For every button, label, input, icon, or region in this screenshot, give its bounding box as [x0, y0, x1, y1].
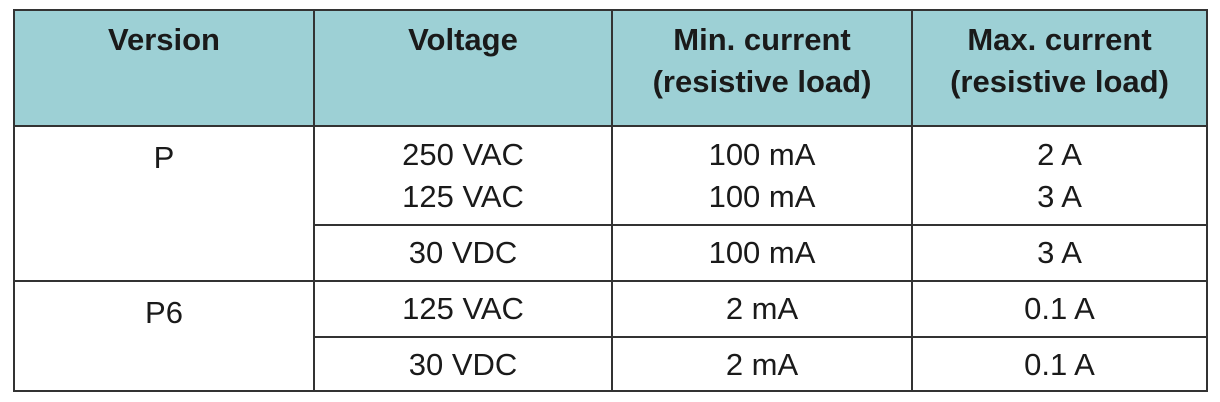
data-cell: 0.1 A	[911, 280, 1206, 336]
cell-text: P6	[145, 295, 183, 330]
cell-text: (resistive load)	[652, 64, 872, 99]
data-cell: 100 mA 100 mA	[611, 125, 911, 224]
data-cell: 0.1 A	[911, 336, 1206, 392]
cell-text: 100 mA	[708, 136, 816, 172]
cell-text: Version	[108, 22, 220, 57]
cell-text: 125 VAC	[402, 178, 524, 214]
data-cell: 30 VDC	[313, 224, 611, 280]
data-cell: 125 VAC	[313, 280, 611, 336]
data-cell: 2 mA	[611, 280, 911, 336]
cell-text: 2 A	[1037, 136, 1082, 172]
header-cell: Version	[15, 11, 313, 125]
cell-text: 30 VDC	[408, 235, 518, 270]
cell-text: 2 mA	[725, 291, 799, 326]
header-cell: Max. current (resistive load)	[911, 11, 1206, 125]
cell-text: 100 mA	[708, 178, 816, 214]
cell-text: 3 A	[1037, 235, 1082, 270]
cell-text: 2 mA	[725, 347, 799, 382]
cell-text: Voltage	[408, 22, 518, 57]
data-cell: 100 mA	[611, 224, 911, 280]
data-cell: 3 A	[911, 224, 1206, 280]
cell-text: 30 VDC	[408, 347, 518, 382]
cell-text: 3 A	[1037, 178, 1082, 214]
version-cell: P6	[15, 280, 313, 392]
cell-text: (resistive load)	[950, 64, 1169, 99]
data-cell: 250 VAC 125 VAC	[313, 125, 611, 224]
header-cell: Voltage	[313, 11, 611, 125]
version-cell: P	[15, 125, 313, 280]
cell-text: 0.1 A	[1024, 291, 1095, 326]
data-cell: 2 mA	[611, 336, 911, 392]
cell-text: 250 VAC	[402, 136, 524, 172]
cell-text: 125 VAC	[402, 291, 524, 326]
cell-text: 100 mA	[708, 235, 816, 270]
header-cell: Min. current (resistive load)	[611, 11, 911, 125]
table: Version Voltage Min. current (resistive loa…	[13, 9, 1208, 392]
cell-text: P	[153, 140, 175, 175]
data-cell: 30 VDC	[313, 336, 611, 392]
cell-text: 0.1 A	[1024, 347, 1095, 382]
cell-text: Min. current	[673, 22, 851, 57]
cell-text: Max. current	[967, 22, 1152, 57]
